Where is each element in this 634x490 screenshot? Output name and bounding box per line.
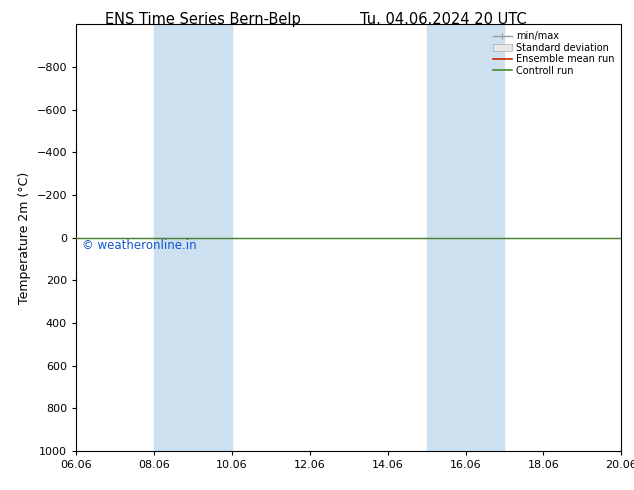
Text: © weatheronline.in: © weatheronline.in: [82, 239, 196, 251]
Bar: [154, 24, 232, 451]
Bar: [427, 24, 505, 451]
Legend: min/max, Standard deviation, Ensemble mean run, Controll run: min/max, Standard deviation, Ensemble me…: [491, 29, 616, 77]
Y-axis label: Temperature 2m (°C): Temperature 2m (°C): [18, 172, 31, 304]
Text: Tu. 04.06.2024 20 UTC: Tu. 04.06.2024 20 UTC: [361, 12, 527, 27]
Text: ENS Time Series Bern-Belp: ENS Time Series Bern-Belp: [105, 12, 301, 27]
